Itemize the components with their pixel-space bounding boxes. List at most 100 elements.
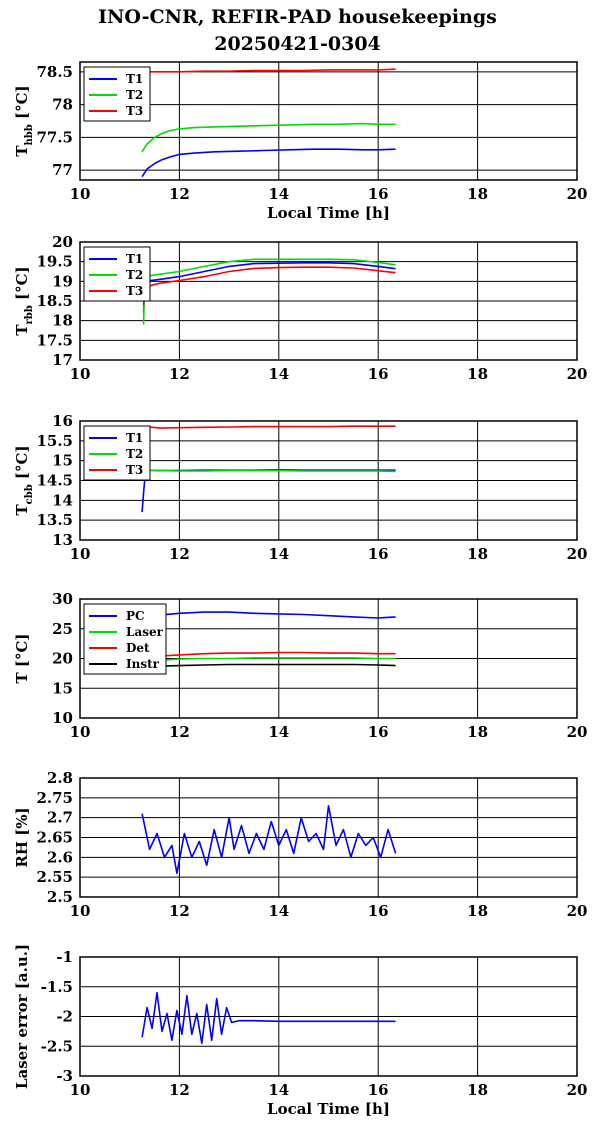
- y-axis-label-main: T [°C]: [13, 633, 31, 683]
- y-axis-label-subscript: cbb: [24, 484, 35, 504]
- series-line-t3: [142, 266, 396, 305]
- x-axis-label: Local Time [h]: [267, 1100, 390, 1118]
- y-tick-label: -1.5: [41, 978, 73, 996]
- x-tick-label: 12: [169, 365, 190, 383]
- y-tick-label: 77: [52, 161, 73, 179]
- y-tick-label: 15: [52, 679, 73, 697]
- y-tick-label: 77.5: [36, 128, 73, 146]
- plot-frame: [79, 598, 578, 719]
- y-tick-label: 2.75: [36, 789, 73, 807]
- x-tick-label: 14: [268, 723, 289, 741]
- x-tick-label: 20: [567, 185, 588, 203]
- series-line-data: [141, 991, 396, 1045]
- x-tick-label: 16: [368, 723, 389, 741]
- y-axis-label: Laser error [a.u.]: [13, 944, 31, 1089]
- y-axis-label: Tcbb [°C]: [13, 445, 35, 515]
- y-axis-label-unit: [°C]: [13, 445, 31, 484]
- legend-label: T3: [126, 284, 143, 298]
- x-axis-label: Local Time [h]: [267, 204, 390, 222]
- y-tick-label: 10: [52, 709, 73, 727]
- series-line-instr: [142, 663, 396, 668]
- y-tick-label: 2.55: [36, 868, 73, 886]
- chart-panel-2: 10 12 14 16 18 201717.51818.51919.520T1T2T3Tr…: [13, 233, 587, 383]
- legend-label: T2: [126, 447, 143, 461]
- y-tick-label: 17: [52, 351, 73, 369]
- y-axis-label-main: Laser error [a.u.]: [13, 944, 31, 1089]
- plot-frame: [79, 241, 578, 361]
- y-axis-label-unit: [°C]: [13, 85, 31, 124]
- y-tick-label: -3: [56, 1067, 73, 1085]
- x-tick-label: 20: [567, 1081, 588, 1099]
- chart-title-line-2: 20250421-0304: [214, 33, 381, 55]
- legend-label: T1: [126, 252, 143, 266]
- series-line-t1: [141, 148, 396, 178]
- y-tick-label: -2.5: [41, 1037, 73, 1055]
- y-tick-label: 15.5: [36, 432, 73, 450]
- x-tick-label: 14: [268, 902, 289, 920]
- x-tick-label: 10: [70, 902, 91, 920]
- x-tick-label: 12: [169, 723, 190, 741]
- x-tick-label: 10: [70, 185, 91, 203]
- chart-panel-1: 10 12 14 16 18 20 77 77.5 78 78.5 T1 T2 T3 Thbb [°C] L…: [13, 61, 588, 222]
- series-line-det: [142, 651, 396, 659]
- legend-label: Laser: [126, 625, 164, 639]
- x-tick-label: 10: [70, 723, 91, 741]
- series-line-t1: [141, 468, 396, 513]
- x-tick-label: 16: [368, 902, 389, 920]
- x-tick-label: 18: [467, 723, 488, 741]
- y-tick-label: 78.5: [36, 63, 73, 81]
- y-axis-label: RH [%]: [13, 807, 31, 867]
- x-tick-label: 10: [70, 365, 91, 383]
- series-line-laser: [142, 657, 396, 662]
- y-axis-label: Trbb [°C]: [13, 266, 35, 335]
- legend-label: T2: [126, 268, 143, 282]
- plot-frame: [79, 420, 578, 541]
- legend-label: Instr: [126, 657, 160, 671]
- series-line-t3: [142, 68, 396, 73]
- legend-label: T2: [126, 88, 143, 102]
- series-line-t1: [142, 261, 396, 313]
- x-tick-label: 14: [268, 545, 289, 563]
- y-tick-label: 2.65: [36, 829, 73, 847]
- chart-panel-3: 10 12 14 16 18 201313.51414.51515.516T1T2T3Tc…: [13, 412, 587, 563]
- x-tick-label: 20: [567, 365, 588, 383]
- y-tick-label: 2.5: [47, 888, 73, 906]
- x-tick-label: 18: [467, 185, 488, 203]
- y-tick-label: 13.5: [36, 511, 73, 529]
- x-tick-label: 10: [70, 545, 91, 563]
- x-tick-label: 18: [467, 545, 488, 563]
- y-axis-label-main: T: [13, 324, 31, 336]
- y-tick-label: 2.7: [47, 809, 73, 827]
- y-tick-label: -2: [56, 1008, 73, 1026]
- x-tick-label: 20: [567, 545, 588, 563]
- plot-frame: [79, 61, 578, 181]
- x-tick-label: 18: [467, 902, 488, 920]
- legend-label: Det: [126, 641, 150, 655]
- plot-frame: [79, 777, 578, 898]
- legend-label: T3: [126, 104, 143, 118]
- y-axis-label: T [°C]: [13, 633, 31, 683]
- x-tick-label: 10: [70, 1081, 91, 1099]
- legend-label: PC: [126, 609, 145, 623]
- y-axis-label-unit: [°C]: [13, 266, 31, 305]
- y-tick-label: 2.8: [47, 769, 73, 787]
- x-tick-label: 20: [567, 723, 588, 741]
- y-tick-label: 20: [52, 233, 73, 251]
- x-tick-label: 12: [169, 902, 190, 920]
- x-tick-label: 16: [368, 185, 389, 203]
- y-tick-label: 16: [52, 412, 73, 430]
- y-tick-label: 18.5: [36, 292, 73, 310]
- series-line-t2: [142, 258, 396, 325]
- x-tick-label: 18: [467, 365, 488, 383]
- y-tick-label: 19.5: [36, 253, 73, 271]
- y-tick-label: 30: [52, 590, 73, 608]
- y-tick-label: 19: [52, 272, 73, 290]
- series-line-t3: [145, 425, 396, 429]
- y-tick-label: 25: [52, 620, 73, 638]
- chart-title-line-1: INO-CNR, REFIR-PAD housekeepings: [98, 6, 497, 28]
- y-axis-label-main: T: [13, 145, 31, 157]
- y-tick-label: 14.5: [36, 472, 73, 490]
- y-axis-label-subscript: hbb: [24, 124, 35, 145]
- x-tick-label: 12: [169, 1081, 190, 1099]
